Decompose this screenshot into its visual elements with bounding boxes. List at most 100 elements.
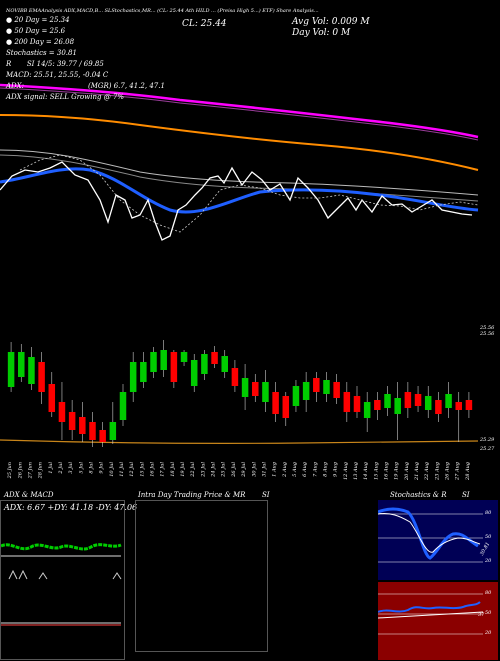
date-tick-label: 21 Aug [414,462,420,481]
adx-panel: ADX: 6.67 +DY: 41.18 -DY: 47.06 [0,500,137,660]
candle-body [445,394,452,408]
adx-values: ADX: 6.67 +DY: 41.18 -DY: 47.06 [4,503,138,512]
ma200-label: ● 200 Day = 26.08 [6,38,75,46]
date-tick-label: 7 Aug [312,462,318,477]
date-tick-label: 8 Jul [88,462,94,474]
price-label-bottom2: 25.27 [480,446,495,452]
stoch-title: Stochastics & R [390,491,447,499]
candle-body [252,382,259,396]
date-tick-label: 14 Aug [363,462,369,480]
rsi-level-80: 80 [485,590,492,596]
date-tick-label: 15 Jul [139,462,145,477]
avg-vol-label: Avg Vol: 0.009 M [292,17,370,27]
candle-body [190,360,198,386]
date-tick-label: 25 Jul [221,462,227,478]
date-tick-label: 18 Jul [170,462,176,477]
ma-gray-line-1 [0,149,479,196]
date-tick-label: 29 Jul [241,462,247,478]
candle-body [170,352,178,382]
candle-body [231,368,239,386]
date-tick-label: 1 Aug [272,462,278,477]
date-tick-label: 27 Jun [27,462,33,479]
date-tick-label: 12 Aug [343,462,349,480]
candle-body [313,378,320,392]
rsi-white-line [378,611,484,619]
candle-body [38,362,45,392]
candle-body [48,384,56,412]
ma-magenta-line-2 [0,87,479,141]
price-label-top1: 25.56 [480,325,495,331]
candle-body [333,382,340,398]
rsi-svg [378,593,484,635]
candle-body [119,392,127,420]
price-label-bottom: 25.29 [480,437,495,443]
candle-body [353,396,361,412]
date-tick-label: 12 Jul [129,462,135,477]
day-vol-label: Day Vol: 0 M [292,28,351,38]
candle-body [221,356,228,372]
main-chart-svg [0,83,479,241]
candle-body [404,392,412,408]
mgr-label: (MGR) 6.7, 41.2, 47.1 [88,82,165,90]
candle-body [424,396,432,410]
candle-body [302,382,310,400]
candle-body [99,430,106,442]
price-label-top2: 25.56 [480,331,495,337]
rsi-blue-line [378,601,481,613]
header-text: NOVIBB EMAAnalysis ADX,MACD,B... SLStoch… [6,8,319,14]
adx-small-lines [8,569,122,580]
candle-body [272,392,279,414]
candle-body [374,400,381,410]
date-tick-label: 1 Jul [48,462,54,474]
date-tick-label: 23 Aug [434,462,440,481]
candle-body [394,398,401,414]
date-tick-label: 16 Jul [150,462,156,477]
date-tick-label: 19 Jul [180,462,186,477]
date-tick-label: 28 Aug [465,462,471,481]
candle-body [150,352,157,372]
candle-body [292,386,300,406]
candle-body [89,422,96,440]
candle-svg: 25 Jun 26 Jun 27 Jun 28 Jun 1 Jul 2 Jul 3 Jul 5… [0,340,479,481]
candle-body [343,392,351,412]
date-tick-label: 8 Aug [322,462,328,477]
candle-body [109,422,117,440]
candle-body [58,402,66,422]
rsi-level-50: 50 [485,610,492,616]
ma-orange-line [0,114,479,171]
date-tick-label: 30 Jul [251,462,257,477]
intraday-panel [135,500,268,652]
date-tick-label: 24 Jul [211,462,217,478]
candle-body [180,352,188,362]
date-tick-label: 16 Aug [384,462,390,480]
r-label: R SI 14/5: 39.77 / 69.85 [6,60,104,68]
date-tick-label: 23 Jul [200,462,206,478]
macd-label: MACD: 25.51, 25.55, -0.04 C [6,71,109,79]
date-tick-label: 11 Jul [119,462,125,477]
candle-body [414,394,422,406]
ma-gray-line-2 [0,154,479,202]
adx-macd-title: ADX & MACD [4,491,54,499]
stochastics-label: Stochastics = 30.81 [6,49,77,57]
candle-body [140,362,147,382]
candle-body [18,352,25,377]
date-tick-label: 19 Aug [394,462,400,480]
candle-body [211,352,218,364]
date-tick-label: 5 Jul [78,462,84,474]
close-label: CL: 25.44 [182,19,227,29]
intraday-si: SI [262,491,270,499]
adx-signal-label: ADX signal: SELL Growing @ 7% [6,93,125,101]
date-tick-label: 9 Jul [99,462,105,474]
rsi-level-20: 20 [485,630,492,636]
date-tick-label: 2 Aug [282,462,288,478]
candle-body [68,412,76,430]
stoch-level-50: 50 [485,534,492,540]
main-chart: NOVIBB EMAAnalysis ADX,MACD,B... SLStoch… [0,0,500,330]
rsi-panel: 80 50 20 37 [378,582,498,660]
candle-chart: 25 Jun 26 Jun 27 Jun 28 Jun 1 Jul 2 Jul 3 Jul 5… [0,322,500,482]
date-tick-label: 31 Jul [261,462,267,477]
stoch-blue-line [378,507,479,560]
candle-body [7,352,15,387]
stoch-level-20: 20 [485,558,492,564]
candle-body [282,396,290,418]
